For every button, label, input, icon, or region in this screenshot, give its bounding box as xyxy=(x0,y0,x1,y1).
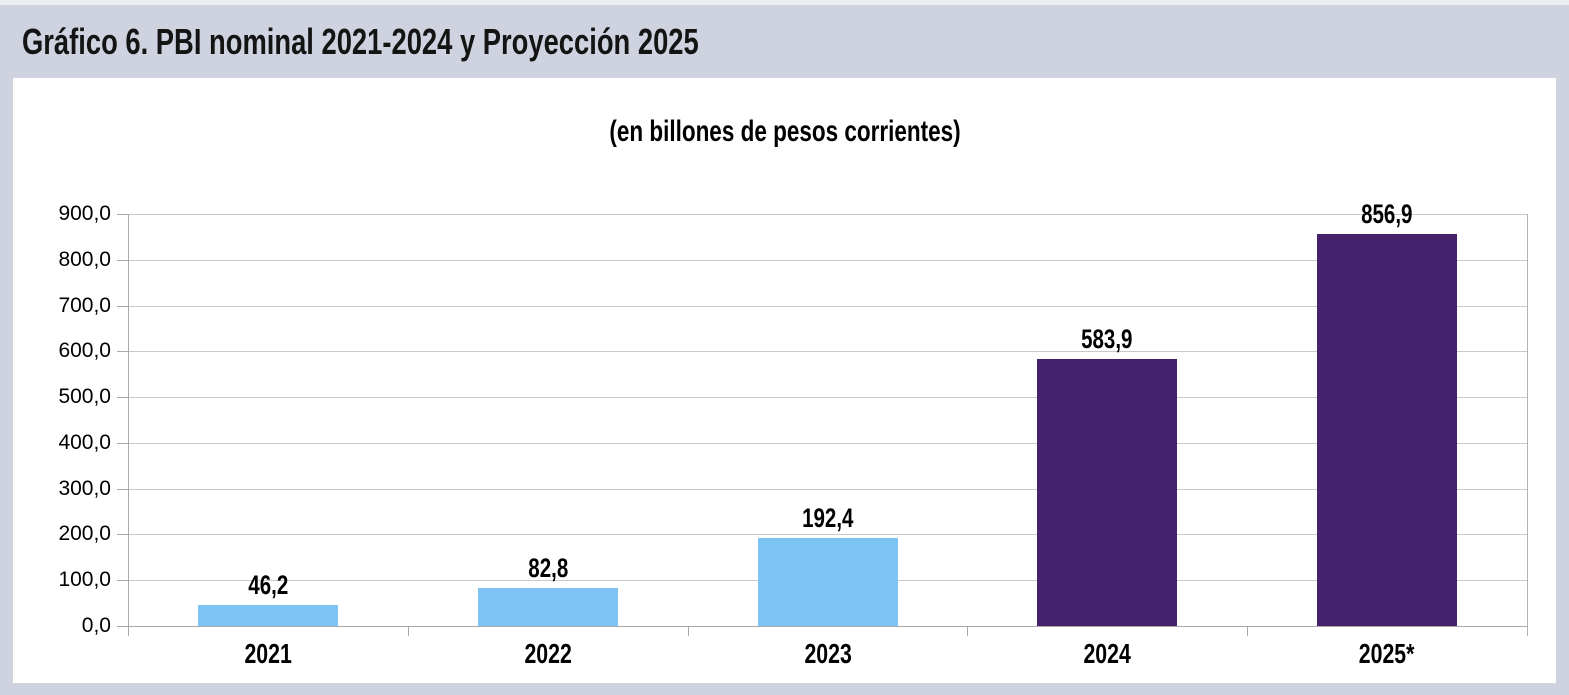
top-edge-strip xyxy=(0,0,1569,5)
gridline-400 xyxy=(128,443,1527,444)
value-label-2023-text: 192,4 xyxy=(802,503,854,533)
y-tick-0 xyxy=(117,626,128,627)
gridline-500 xyxy=(128,397,1527,398)
y-tick-label-700: 700,0 xyxy=(58,294,111,317)
value-label-2023: 192,4 xyxy=(748,503,908,533)
figure-title: Gráfico 6. PBI nominal 2021-2024 y Proye… xyxy=(22,22,912,62)
x-axis-line xyxy=(128,626,1528,627)
x-category-tick-2 xyxy=(688,627,689,636)
y-tick-label-900: 900,0 xyxy=(58,202,111,225)
y-tick-label-100: 100,0 xyxy=(58,568,111,591)
y-tick-label-300: 300,0 xyxy=(58,477,111,500)
gridline-300 xyxy=(128,489,1527,490)
x-axis-label-2023: 2023 xyxy=(728,638,928,669)
x-axis-label-2024-text: 2024 xyxy=(1083,638,1131,669)
y-tick-label-400: 400,0 xyxy=(58,431,111,454)
x-axis-label-2022: 2022 xyxy=(448,638,648,669)
value-label-2024-text: 583,9 xyxy=(1081,324,1133,354)
gridline-800 xyxy=(128,260,1527,261)
x-axis-label-2025*: 2025* xyxy=(1287,638,1487,669)
y-axis-line xyxy=(128,214,129,636)
x-axis-label-2021: 2021 xyxy=(168,638,368,669)
y-tick-200 xyxy=(117,534,128,535)
x-axis-label-2025*-text: 2025* xyxy=(1359,638,1415,669)
bar-2021 xyxy=(198,605,338,626)
value-label-2021-text: 46,2 xyxy=(248,570,288,600)
x-category-tick-3 xyxy=(967,627,968,636)
value-label-2021: 46,2 xyxy=(188,570,348,600)
gridline-200 xyxy=(128,534,1527,535)
x-axis-label-2023-text: 2023 xyxy=(804,638,852,669)
x-category-tick-4 xyxy=(1247,627,1248,636)
plot-right-edge xyxy=(1527,214,1528,636)
y-tick-500 xyxy=(117,397,128,398)
x-axis-label-2022-text: 2022 xyxy=(524,638,572,669)
y-tick-400 xyxy=(117,443,128,444)
gridline-900 xyxy=(128,214,1527,215)
chart-subtitle-text: (en billones de pesos corrientes) xyxy=(608,115,961,148)
value-label-2022: 82,8 xyxy=(468,553,628,583)
value-label-2025*: 856,9 xyxy=(1307,199,1467,229)
y-tick-label-600: 600,0 xyxy=(58,339,111,362)
x-axis-label-2024: 2024 xyxy=(1007,638,1207,669)
y-tick-300 xyxy=(117,489,128,490)
gridline-600 xyxy=(128,351,1527,352)
y-tick-600 xyxy=(117,351,128,352)
y-tick-label-800: 800,0 xyxy=(58,248,111,271)
x-axis-label-2021-text: 2021 xyxy=(244,638,292,669)
value-label-2025*-text: 856,9 xyxy=(1361,199,1413,229)
y-tick-label-500: 500,0 xyxy=(58,385,111,408)
y-tick-label-0: 0,0 xyxy=(81,614,111,637)
bar-2022 xyxy=(478,588,618,626)
bar-2023 xyxy=(758,538,898,626)
figure-title-text: Gráfico 6. PBI nominal 2021-2024 y Proye… xyxy=(22,21,699,62)
y-tick-label-200: 200,0 xyxy=(58,522,111,545)
value-label-2022-text: 82,8 xyxy=(528,553,568,583)
bar-2025* xyxy=(1317,234,1457,626)
y-tick-100 xyxy=(117,580,128,581)
y-tick-800 xyxy=(117,260,128,261)
x-category-tick-1 xyxy=(408,627,409,636)
chart-panel: (en billones de pesos corrientes) 0,0 100… xyxy=(13,78,1556,683)
gridline-700 xyxy=(128,306,1527,307)
y-tick-900 xyxy=(117,214,128,215)
chart-subtitle: (en billones de pesos corrientes) xyxy=(550,115,1018,149)
bar-2024 xyxy=(1037,359,1177,626)
y-tick-700 xyxy=(117,306,128,307)
value-label-2024: 583,9 xyxy=(1027,324,1187,354)
